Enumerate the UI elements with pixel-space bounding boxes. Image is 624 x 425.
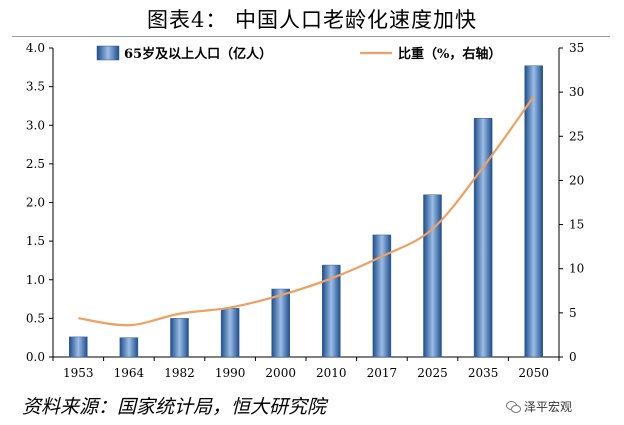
legend-line-label: 比重（%，右轴） <box>398 46 501 62</box>
x-tick-label: 2035 <box>468 366 499 380</box>
x-tick-label: 2025 <box>417 366 448 380</box>
bar <box>170 318 189 358</box>
right-tick-label: 15 <box>569 218 584 232</box>
right-tick-label: 25 <box>569 129 584 143</box>
left-tick-label: 1.5 <box>26 234 45 248</box>
x-tick-label: 1990 <box>215 366 246 380</box>
legend-bar-swatch <box>96 45 120 61</box>
x-tick-label: 1982 <box>164 366 195 380</box>
bar <box>322 264 341 358</box>
x-tick-label: 1964 <box>114 366 145 380</box>
legend-bar-label: 65岁及以上人口（亿人） <box>124 46 272 62</box>
left-tick-label: 2.0 <box>26 196 45 210</box>
left-tick-label: 3.5 <box>26 80 45 94</box>
line-series <box>78 95 535 327</box>
watermark-label: 泽平宏观 <box>524 400 573 414</box>
left-tick-label: 1.0 <box>26 273 45 287</box>
x-tick-label: 1953 <box>63 366 94 380</box>
right-tick-label: 35 <box>569 41 584 55</box>
source-note: 资料来源：国家统计局，恒大研究院 <box>22 396 327 418</box>
bar <box>271 288 290 358</box>
title-divider <box>12 36 610 37</box>
bar <box>524 65 543 358</box>
wechat-icon <box>506 401 521 413</box>
x-tick-label: 2050 <box>518 366 549 380</box>
right-tick-label: 10 <box>569 262 584 276</box>
bar <box>423 194 442 358</box>
bar <box>119 337 139 358</box>
bar-series <box>69 65 543 358</box>
chart-axes: 0.00.51.01.52.02.53.03.54.00510152025303… <box>26 41 584 380</box>
bar <box>372 234 392 358</box>
bar <box>69 336 88 358</box>
x-tick-label: 2017 <box>367 366 398 380</box>
right-tick-label: 5 <box>569 306 577 320</box>
left-tick-label: 3.0 <box>26 118 45 132</box>
bar <box>220 308 240 358</box>
x-tick-label: 2010 <box>316 366 347 380</box>
line-series-path <box>78 95 535 327</box>
bar <box>473 118 493 358</box>
chart-legend: 65岁及以上人口（亿人） 比重（%，右轴） <box>96 45 501 62</box>
x-tick-label: 2000 <box>265 366 296 380</box>
right-tick-label: 30 <box>569 85 584 99</box>
left-tick-label: 0.0 <box>26 350 45 364</box>
left-tick-label: 4.0 <box>26 41 45 55</box>
watermark: 泽平宏观 <box>506 398 572 415</box>
right-tick-label: 0 <box>569 350 577 364</box>
left-tick-label: 0.5 <box>26 311 45 325</box>
left-tick-label: 2.5 <box>26 157 45 171</box>
right-tick-label: 20 <box>569 173 584 187</box>
chart-title: 图表4： 中国人口老龄化速度加快 <box>146 8 478 32</box>
